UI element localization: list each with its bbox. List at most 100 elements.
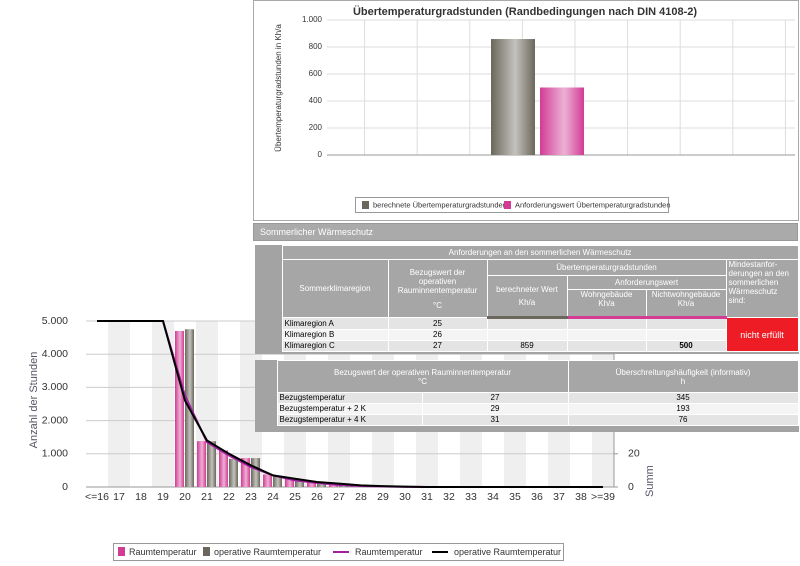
- x-tick-label: 28: [355, 491, 367, 503]
- cell: Bezugstemperatur + 4 K: [276, 414, 423, 426]
- cell: 859: [486, 340, 568, 352]
- header-text: Nichtwohngebäude: [651, 290, 721, 300]
- header-cell: Übertemperaturgradstunden: [486, 259, 727, 276]
- cell: [486, 317, 568, 330]
- x-tick-label: 22: [223, 491, 235, 503]
- cell: [566, 329, 647, 341]
- header-cell: berechneter Wert Kh/a: [486, 275, 568, 319]
- cell: 26: [387, 329, 488, 341]
- cell: Klimaregion B: [281, 329, 389, 341]
- x-tick-label: 38: [575, 491, 587, 503]
- x-tick-label: 29: [377, 491, 389, 503]
- gutter: [255, 245, 282, 354]
- x-tick-label: 23: [245, 491, 257, 503]
- bar-shine: [207, 441, 216, 487]
- header-text: Überschreitungshäufigkeit (informativ): [615, 367, 751, 377]
- x-tick-label: 32: [443, 491, 455, 503]
- bar-shine: [251, 458, 260, 487]
- y-tick-label: 2.000: [42, 414, 68, 426]
- cell: 31: [421, 414, 569, 426]
- legend-swatch: [362, 201, 369, 209]
- x-tick-label: 24: [267, 491, 279, 503]
- y-axis-label: Anzahl der Stunden: [28, 352, 40, 449]
- bar-shine: [219, 450, 228, 487]
- column-band: [108, 321, 130, 487]
- x-tick-label: 17: [113, 491, 125, 503]
- filler: [277, 425, 799, 432]
- header-unit: Kh/a: [518, 298, 536, 307]
- x-tick-label: 31: [421, 491, 433, 503]
- cell: 76: [567, 414, 799, 426]
- cell: 25: [387, 317, 488, 330]
- x-tick-label: 27: [333, 491, 345, 503]
- x-tick-label: 19: [157, 491, 169, 503]
- header-cell: Bezugswert der operativen Rauminnentempe…: [276, 360, 569, 393]
- bar-shine: [197, 441, 206, 487]
- cell: [645, 317, 727, 330]
- legend-label: operative Raumtemperatur: [454, 547, 561, 557]
- y2-axis-label: Summ: [644, 465, 656, 497]
- section-header: Sommerlicher Wärmeschutz: [253, 223, 798, 241]
- header-cell: Überschreitungshäufigkeit (informativ) h: [567, 360, 799, 393]
- y-tick-label: 1.000: [42, 448, 68, 460]
- cell: 27: [421, 392, 569, 404]
- column-band: [152, 321, 174, 487]
- x-tick-label: 36: [531, 491, 543, 503]
- y-tick-label: 600: [309, 69, 323, 78]
- x-tick-label: 20: [179, 491, 191, 503]
- x-tick-label: 21: [201, 491, 213, 503]
- header-unit: Kh/a: [677, 299, 695, 308]
- bar-shine: [273, 475, 282, 487]
- cell: Klimaregion A: [281, 317, 389, 330]
- x-tick-label: 25: [289, 491, 301, 503]
- y-tick-label: 1.000: [302, 15, 323, 24]
- cell: 500: [645, 340, 727, 352]
- cell: Bezugstemperatur + 2 K: [276, 403, 423, 415]
- cell: 345: [567, 392, 799, 404]
- bar-shine: [491, 39, 535, 155]
- header-text: Bezugswert der operativen Rauminnentempe…: [397, 267, 478, 295]
- cell: [566, 340, 647, 352]
- y-tick-label: 0: [318, 150, 323, 159]
- y-tick-label: 3.000: [42, 381, 68, 393]
- gutter: [255, 360, 277, 432]
- x-tick-label: 30: [399, 491, 411, 503]
- header-cell: Sommerklimaregion: [281, 259, 389, 318]
- bar-shine: [540, 87, 584, 155]
- result-cell: nicht erfüllt: [725, 317, 799, 352]
- y2-tick-label: 20: [628, 448, 640, 460]
- header-cell: Mindestanfor­derungen an den sommerliche…: [725, 259, 799, 318]
- header-cell: Nichtwohngebäude Kh/a: [645, 289, 727, 319]
- header-unit: °C: [418, 376, 427, 386]
- cell: 27: [387, 340, 488, 352]
- cell: [645, 329, 727, 341]
- requirements-table: Anforderungen an den sommerlichen Wärmes…: [255, 245, 799, 354]
- cell: [566, 317, 647, 330]
- x-tick-label: 26: [311, 491, 323, 503]
- legend-label: operative Raumtemperatur: [214, 547, 321, 557]
- bar-shine: [241, 458, 250, 487]
- x-tick-label: 37: [553, 491, 565, 503]
- y-tick-label: 0: [62, 481, 68, 493]
- legend-label: Anforderungswert Übertemperaturgradstund…: [515, 200, 671, 209]
- header-cell: Wohngebäude Kh/a: [566, 289, 647, 319]
- bar-shine: [229, 458, 238, 487]
- cell: 193: [567, 403, 799, 415]
- x-tick-label: 34: [487, 491, 499, 503]
- x-tick-label: <=16: [85, 491, 109, 503]
- cell: Bezugstemperatur: [276, 392, 423, 404]
- legend: [355, 197, 669, 213]
- header-text: Wohngebäude: [580, 290, 633, 300]
- bar-shine: [263, 474, 272, 487]
- y-tick-label: 800: [309, 42, 323, 51]
- bar-shine: [285, 478, 294, 487]
- header-unit: h: [680, 376, 686, 386]
- y-tick-label: 200: [309, 123, 323, 132]
- header-text: berechneter Wert: [496, 285, 558, 294]
- x-tick-label: 18: [135, 491, 147, 503]
- cell: Klimaregion C: [281, 340, 389, 352]
- x-tick-label: 35: [509, 491, 521, 503]
- x-tick-label: >=39: [591, 491, 615, 503]
